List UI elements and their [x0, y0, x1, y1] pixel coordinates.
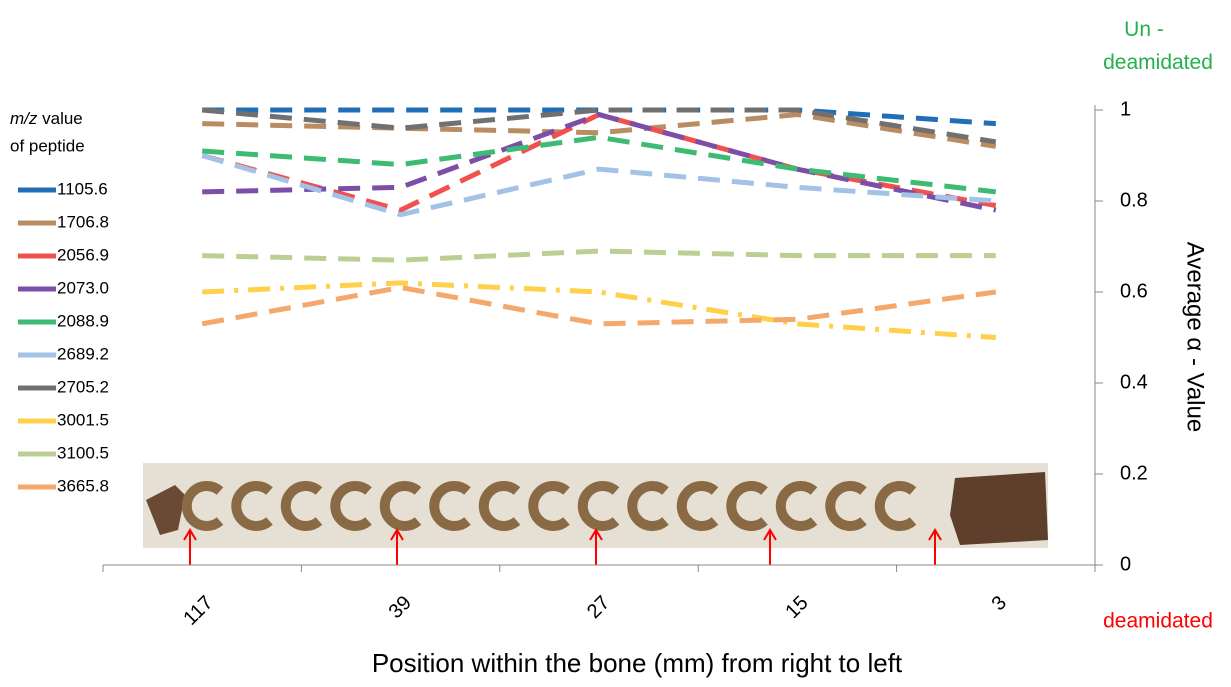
x-tick-label: 3	[988, 592, 1011, 615]
bone-slice	[379, 481, 422, 531]
bone-fragment	[950, 472, 1048, 545]
series-line	[201, 284, 997, 327]
bone-slice	[775, 481, 818, 531]
y-tick-label: 0.4	[1120, 371, 1148, 393]
bone-slice	[181, 481, 224, 531]
arrow-head	[183, 528, 197, 541]
legend-label: 3001.5	[57, 410, 109, 429]
arrow-head	[589, 528, 603, 541]
y-tick-label: 0.8	[1120, 189, 1148, 211]
bone-fragment	[146, 485, 185, 535]
legend-label: 2088.9	[57, 311, 109, 330]
arrow-head	[390, 528, 404, 541]
bone-slice	[231, 481, 273, 531]
legend-title: of peptide	[10, 136, 85, 155]
bone-photo	[143, 463, 1048, 565]
y-tick-label: 1	[1120, 98, 1131, 120]
bone-slice	[478, 481, 521, 531]
series-line	[202, 134, 997, 195]
legend-label: 2705.2	[57, 377, 109, 396]
bone-slice	[676, 481, 719, 531]
series-line	[202, 112, 997, 149]
legend-title: m/z value	[10, 109, 83, 128]
bone-slice	[627, 481, 669, 531]
series-line	[201, 107, 997, 145]
series-line	[202, 280, 996, 340]
y-tick-label: 0	[1120, 553, 1131, 575]
legend-label: 1105.6	[57, 179, 108, 198]
arrow-head	[763, 528, 777, 541]
x-tick-label: 39	[385, 592, 416, 623]
series-line	[202, 111, 997, 213]
series-line	[202, 107, 996, 127]
series-line	[201, 153, 996, 218]
x-tick-label: 15	[781, 592, 812, 623]
legend-label: 3665.8	[57, 476, 109, 495]
arrow-head	[928, 528, 942, 541]
annotation-bottom: deamidated	[1103, 610, 1213, 633]
bone-slice	[330, 481, 372, 531]
bone-slice	[577, 481, 620, 531]
bone-slice	[874, 481, 917, 531]
bone-slice	[825, 481, 867, 531]
y-tick-label: 0.6	[1120, 280, 1148, 302]
series-line	[202, 248, 996, 263]
annotation-top: Un -deamidated	[1103, 18, 1213, 74]
legend-label: 3100.5	[57, 443, 109, 462]
legend-label: 2056.9	[57, 245, 109, 264]
legend-label: 1706.8	[57, 212, 109, 231]
legend-label: 2689.2	[57, 344, 109, 363]
bone-slice	[280, 481, 323, 531]
series-line	[201, 111, 997, 213]
y-axis-title: Average α - Value	[1182, 242, 1209, 432]
x-tick-label: 27	[583, 592, 614, 623]
bone-slice	[726, 481, 768, 531]
bone-slice	[429, 481, 471, 531]
bone-slice	[528, 481, 570, 531]
legend-label: 2073.0	[57, 278, 109, 297]
y-tick-label: 0.2	[1120, 462, 1148, 484]
x-tick-label: 117	[179, 592, 217, 630]
x-axis-title: Position within the bone (mm) from right…	[372, 648, 903, 678]
